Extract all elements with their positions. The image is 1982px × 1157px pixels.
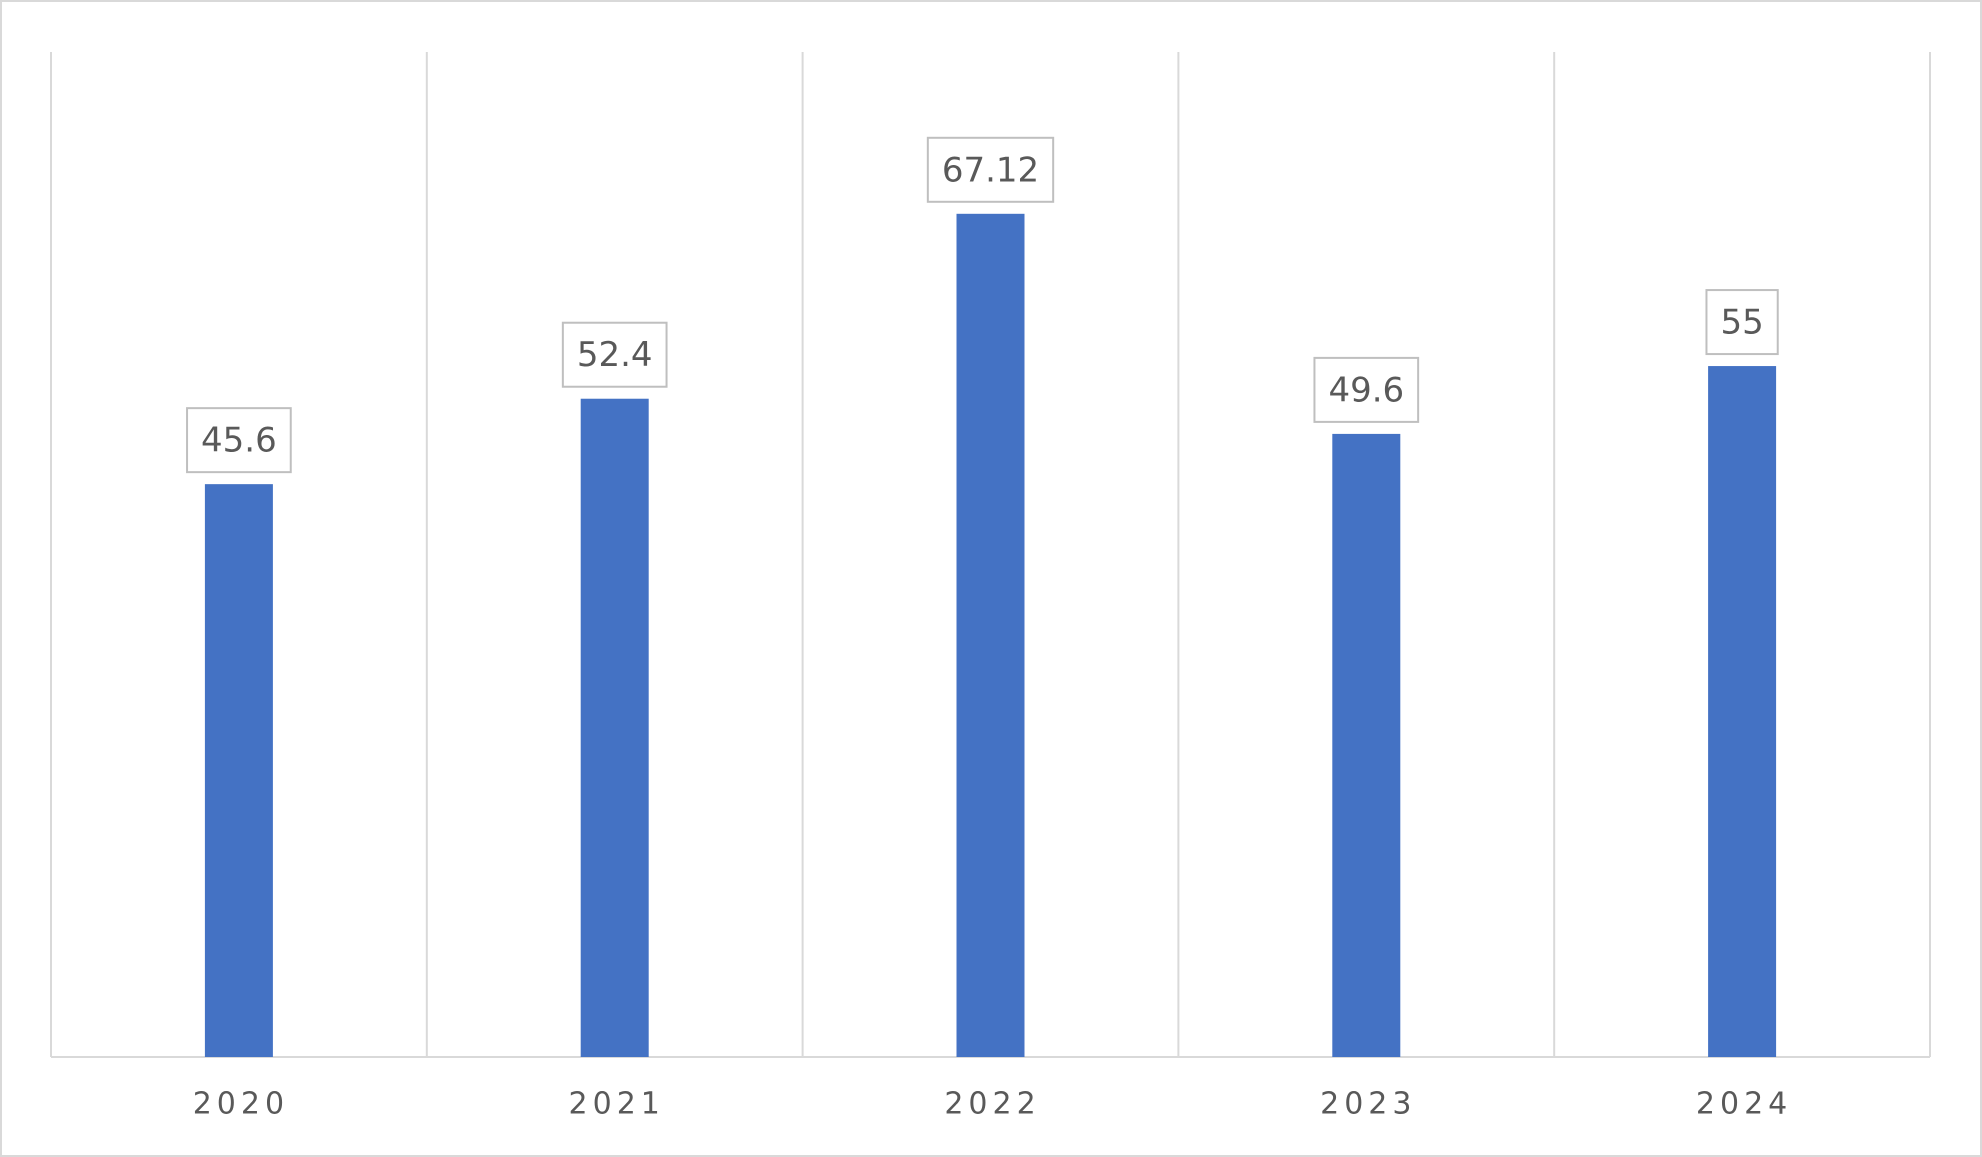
bar bbox=[580, 398, 649, 1058]
bar bbox=[956, 213, 1025, 1057]
x-tick-label: 2020 bbox=[193, 1087, 289, 1122]
value-label: 52.4 bbox=[577, 335, 653, 375]
value-label-box bbox=[1705, 289, 1779, 356]
value-label: 67.12 bbox=[942, 150, 1039, 190]
x-tick-label: 2021 bbox=[569, 1087, 665, 1122]
bar bbox=[1708, 366, 1777, 1057]
x-tick-label: 2022 bbox=[944, 1087, 1040, 1122]
x-tick-label: 2023 bbox=[1320, 1087, 1416, 1122]
value-label-box bbox=[561, 321, 668, 388]
value-label: 49.6 bbox=[1328, 370, 1404, 410]
value-label-box bbox=[186, 407, 292, 474]
value-label: 45.6 bbox=[201, 421, 277, 461]
bar bbox=[1332, 433, 1401, 1057]
value-label: 55 bbox=[1720, 303, 1763, 343]
bar bbox=[204, 484, 273, 1057]
value-label-box bbox=[1313, 356, 1420, 423]
value-label-box bbox=[926, 136, 1055, 203]
x-tick-label: 2024 bbox=[1696, 1087, 1792, 1122]
